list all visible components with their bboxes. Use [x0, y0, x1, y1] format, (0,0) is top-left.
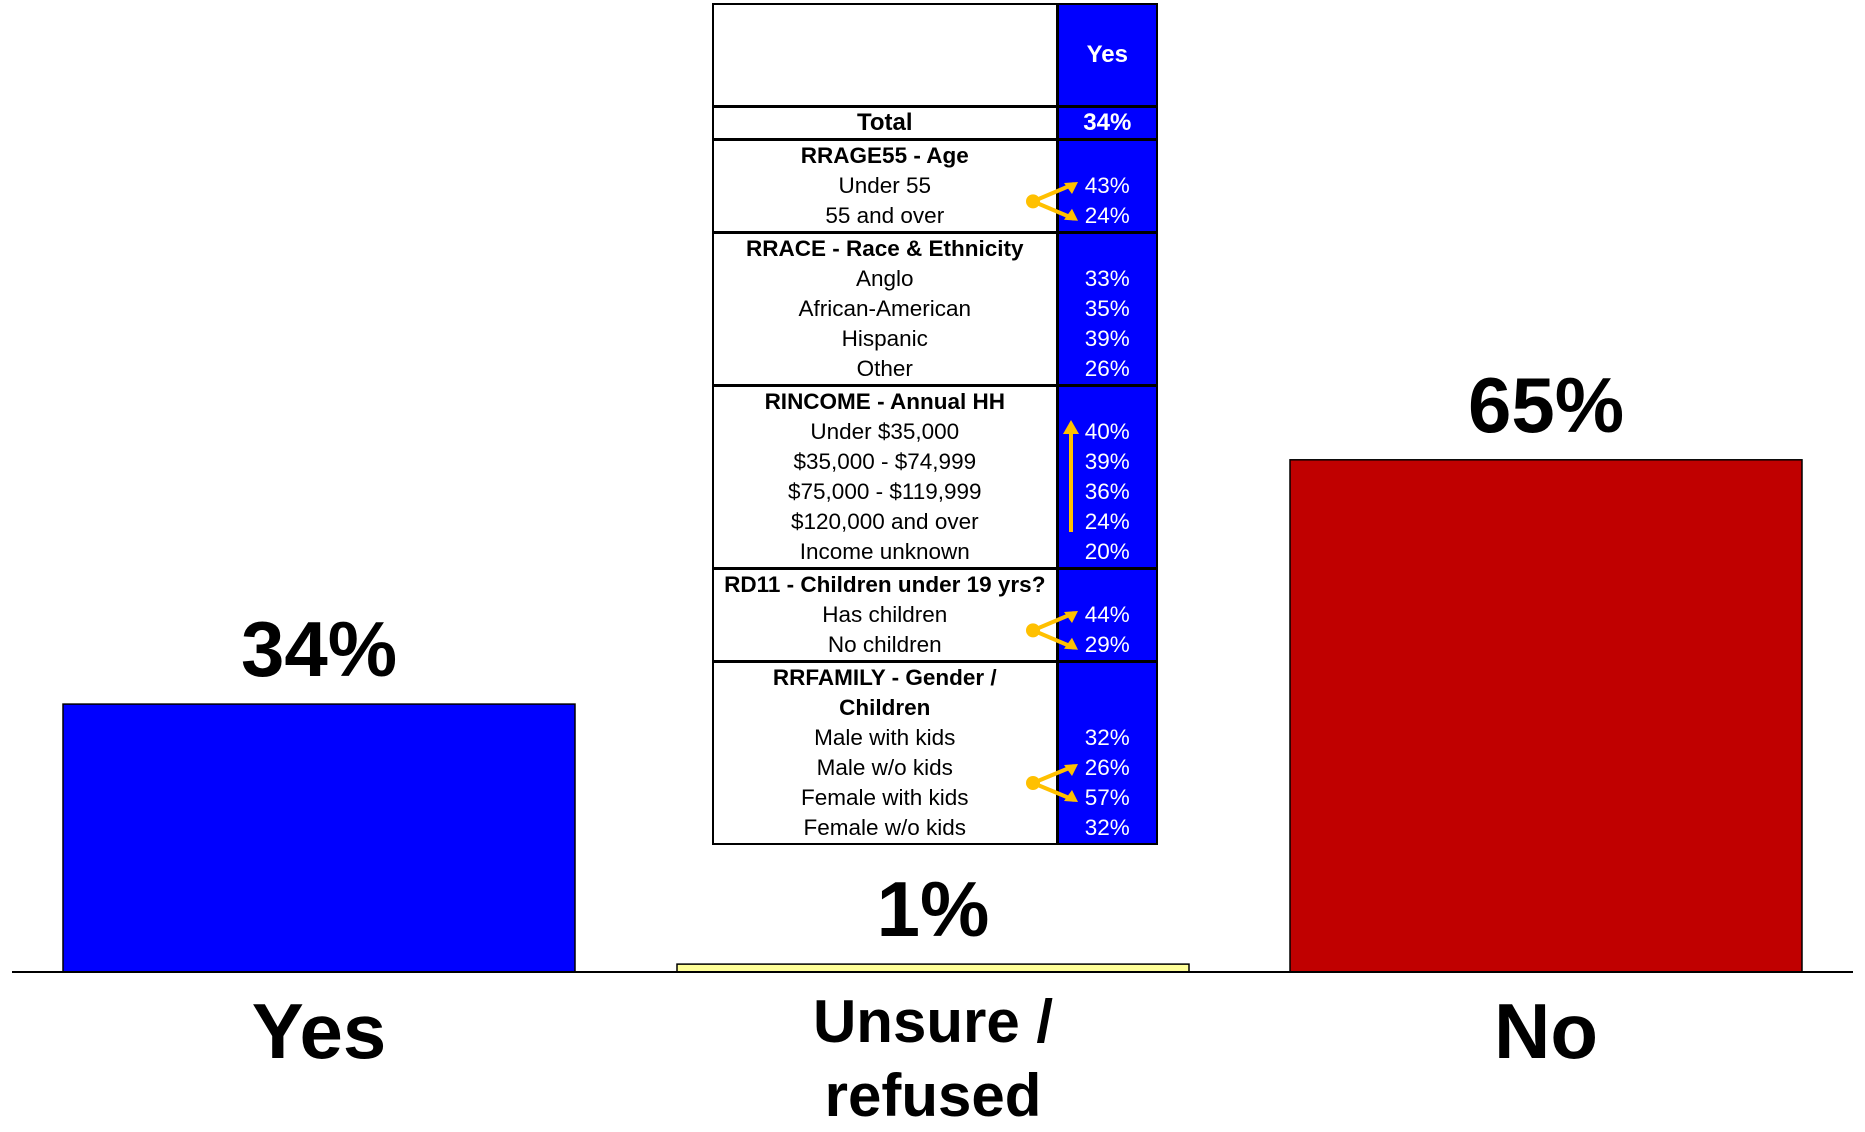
crosstab-value	[1057, 693, 1158, 723]
crosstab-value	[1057, 660, 1158, 693]
crosstab-row-group-4-item-1: Has children 44%	[711, 600, 1158, 630]
crosstab-label: Female with kids	[711, 783, 1059, 813]
crosstab-value: 32%	[1057, 723, 1158, 753]
crosstab-table: Yes Total 34% RRAGE55 - Age Under 55 43% 55 an…	[711, 3, 1158, 845]
crosstab-label: Under $35,000	[711, 417, 1059, 447]
bar-3	[1289, 459, 1803, 973]
crosstab-value: Yes	[1057, 3, 1158, 107]
crosstab-row-header: Yes	[711, 3, 1158, 107]
crosstab-label: Children	[711, 693, 1059, 723]
crosstab-row-group-4-title: RD11 - Children under 19 yrs?	[711, 567, 1158, 600]
crosstab-value: 24%	[1057, 507, 1158, 537]
crosstab-value: 36%	[1057, 477, 1158, 507]
crosstab-value: 44%	[1057, 600, 1158, 630]
crosstab-label: 55 and over	[711, 201, 1059, 233]
crosstab-label: No children	[711, 630, 1059, 662]
bar-value-label-3: 65%	[1468, 361, 1624, 449]
crosstab-row-group-5-title: RRFAMILY - Gender /	[711, 660, 1158, 693]
crosstab-row-group-3-title: RINCOME - Annual HH	[711, 384, 1158, 417]
crosstab-label: $35,000 - $74,999	[711, 447, 1059, 477]
crosstab-value: 20%	[1057, 537, 1158, 569]
bar-2	[676, 963, 1190, 973]
crosstab-label: RINCOME - Annual HH	[711, 384, 1059, 417]
crosstab-row-group-2-title: RRACE - Race & Ethnicity	[711, 231, 1158, 264]
crosstab-value	[1057, 231, 1158, 264]
bar-1	[62, 703, 576, 973]
crosstab-value	[1057, 567, 1158, 600]
crosstab-row-group-5-item-4: Female w/o kids 32%	[711, 813, 1158, 845]
crosstab-label: Has children	[711, 600, 1059, 630]
crosstab-label: Female w/o kids	[711, 813, 1059, 845]
crosstab-value: 33%	[1057, 264, 1158, 294]
crosstab-label: Male w/o kids	[711, 753, 1059, 783]
crosstab-value: 35%	[1057, 294, 1158, 324]
bar-value-label-1: 34%	[241, 605, 397, 693]
crosstab-row-group-3-item-4: $120,000 and over 24%	[711, 507, 1158, 537]
crosstab-row-group-1-item-1: Under 55 43%	[711, 171, 1158, 201]
crosstab-value: 43%	[1057, 171, 1158, 201]
crosstab-value	[1057, 384, 1158, 417]
crosstab-label: Male with kids	[711, 723, 1059, 753]
crosstab-label: Under 55	[711, 171, 1059, 201]
crosstab-value: 32%	[1057, 813, 1158, 845]
crosstab-row-group-3-item-2: $35,000 - $74,999 39%	[711, 447, 1158, 477]
crosstab-label: RRACE - Race & Ethnicity	[711, 231, 1059, 264]
crosstab-label: Income unknown	[711, 537, 1059, 569]
crosstab-value	[1057, 138, 1158, 171]
crosstab-label: Other	[711, 354, 1059, 386]
crosstab-label: African-American	[711, 294, 1059, 324]
crosstab-value: 26%	[1057, 354, 1158, 386]
crosstab-value: 24%	[1057, 201, 1158, 233]
crosstab-label: RRFAMILY - Gender /	[711, 660, 1059, 693]
crosstab-value: 39%	[1057, 447, 1158, 477]
bar-value-label-2: 1%	[877, 865, 990, 953]
crosstab-row-group-5-item-1: Male with kids 32%	[711, 723, 1158, 753]
crosstab-row-group-4-item-2: No children 29%	[711, 630, 1158, 662]
crosstab-row-total: Total 34%	[711, 105, 1158, 140]
crosstab-row-group-2-item-4: Other 26%	[711, 354, 1158, 386]
crosstab-row-group-5-title2: Children	[711, 693, 1158, 723]
crosstab-row-group-3-item-1: Under $35,000 40%	[711, 417, 1158, 447]
crosstab-label: $120,000 and over	[711, 507, 1059, 537]
crosstab-row-group-1-title: RRAGE55 - Age	[711, 138, 1158, 171]
crosstab-value: 34%	[1057, 105, 1158, 140]
crosstab-label: RD11 - Children under 19 yrs?	[711, 567, 1059, 600]
crosstab-row-group-2-item-1: Anglo 33%	[711, 264, 1158, 294]
category-label-1: Yes	[252, 987, 386, 1075]
crosstab-row-group-2-item-2: African-American 35%	[711, 294, 1158, 324]
crosstab-label: RRAGE55 - Age	[711, 138, 1059, 171]
crosstab-label: Total	[711, 105, 1059, 140]
crosstab-label	[711, 3, 1059, 107]
crosstab-label: $75,000 - $119,999	[711, 477, 1059, 507]
crosstab-value: 39%	[1057, 324, 1158, 354]
crosstab-value: 29%	[1057, 630, 1158, 662]
crosstab-label: Anglo	[711, 264, 1059, 294]
crosstab-value: 26%	[1057, 753, 1158, 783]
category-label-3: No	[1494, 987, 1598, 1075]
crosstab-row-group-5-item-2: Male w/o kids 26%	[711, 753, 1158, 783]
crosstab-value: 40%	[1057, 417, 1158, 447]
crosstab-value: 57%	[1057, 783, 1158, 813]
crosstab-row-group-2-item-3: Hispanic 39%	[711, 324, 1158, 354]
category-label-2: Unsure / refused	[813, 988, 1053, 1129]
crosstab-label: Hispanic	[711, 324, 1059, 354]
crosstab-row-group-1-item-2: 55 and over 24%	[711, 201, 1158, 233]
crosstab-row-group-5-item-3: Female with kids 57%	[711, 783, 1158, 813]
crosstab-row-group-3-item-5: Income unknown 20%	[711, 537, 1158, 569]
crosstab-row-group-3-item-3: $75,000 - $119,999 36%	[711, 477, 1158, 507]
